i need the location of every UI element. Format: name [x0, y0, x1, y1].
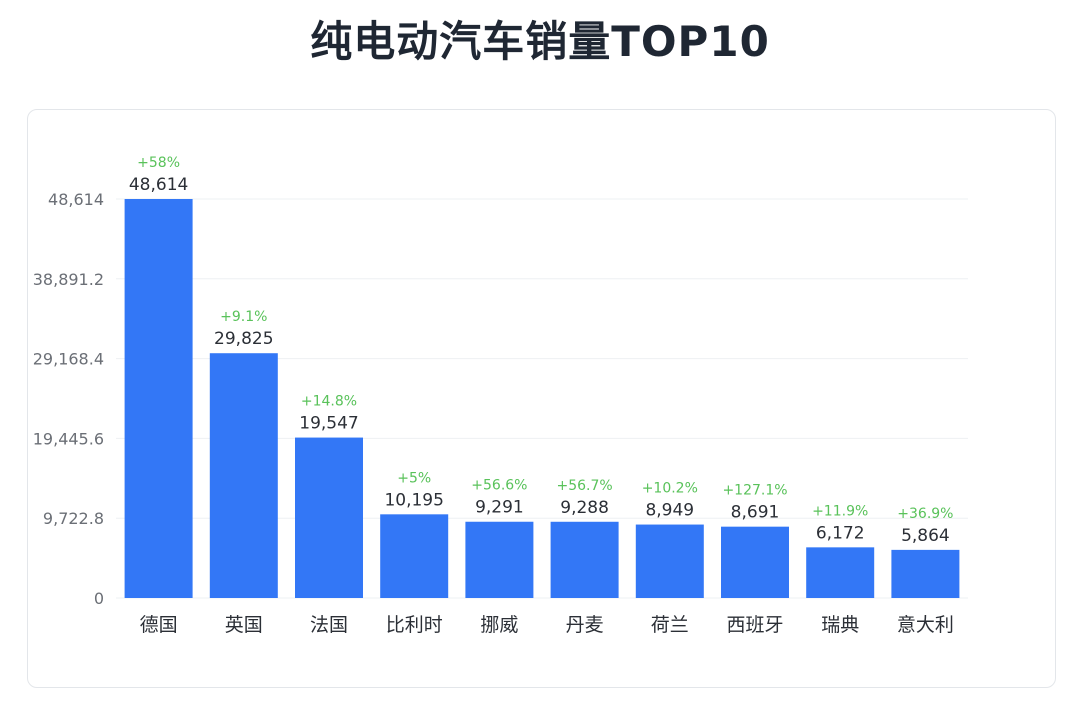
- y-tick-label: 9,722.8: [43, 509, 104, 528]
- bar: [721, 526, 789, 598]
- growth-label: +11.9%: [812, 503, 868, 519]
- value-label: 5,864: [901, 526, 950, 546]
- x-tick-label: 荷兰: [651, 614, 689, 636]
- growth-label: +56.6%: [471, 478, 527, 494]
- value-label: 10,195: [384, 490, 443, 510]
- bar: [124, 199, 193, 598]
- x-tick-label: 西班牙: [726, 614, 783, 636]
- bar: [465, 521, 534, 598]
- chart-title: 纯电动汽车销量TOP10: [310, 17, 770, 66]
- chart-card: [27, 109, 1056, 688]
- value-label: 8,691: [731, 503, 780, 523]
- bar: [209, 353, 278, 598]
- bar: [806, 547, 875, 598]
- value-label: 9,288: [560, 498, 609, 518]
- growth-label: +10.2%: [642, 481, 698, 497]
- growth-label: +58%: [137, 155, 180, 171]
- growth-label: +56.7%: [556, 478, 612, 494]
- growth-label: +14.8%: [301, 394, 357, 410]
- bar: [295, 437, 363, 598]
- x-tick-label: 比利时: [386, 614, 443, 636]
- value-label: 6,172: [816, 523, 865, 543]
- x-tick-label: 意大利: [897, 614, 954, 636]
- x-tick-label: 瑞典: [821, 614, 859, 636]
- y-tick-label: 38,891.2: [33, 270, 104, 289]
- value-label: 9,291: [475, 498, 524, 518]
- x-tick-label: 德国: [140, 614, 178, 636]
- label-layer: 0 9,722.8 19,445.6 29,168.4 38,891.2 48,614 48…: [33, 155, 954, 636]
- bar: [380, 514, 449, 598]
- growth-label: +9.1%: [220, 309, 267, 325]
- growth-label: +36.9%: [897, 506, 953, 522]
- value-label: 29,825: [214, 329, 273, 349]
- bar: [550, 521, 619, 598]
- x-tick-label: 英国: [225, 614, 263, 636]
- x-tick-label: 挪威: [480, 614, 518, 636]
- x-tick-label: 丹麦: [566, 614, 604, 636]
- value-label: 48,614: [129, 175, 188, 195]
- y-tick-label: 0: [94, 589, 104, 608]
- y-tick-label: 19,445.6: [33, 429, 104, 448]
- growth-label: +127.1%: [722, 483, 787, 499]
- y-tick-label: 48,614: [48, 190, 104, 209]
- x-tick-label: 法国: [310, 614, 348, 636]
- bar: [891, 549, 960, 598]
- y-tick-label: 29,168.4: [33, 350, 104, 369]
- growth-label: +5%: [397, 470, 431, 486]
- bar-layer: [124, 199, 960, 598]
- value-label: 8,949: [645, 501, 694, 521]
- bar: [635, 524, 704, 598]
- value-label: 19,547: [299, 414, 358, 434]
